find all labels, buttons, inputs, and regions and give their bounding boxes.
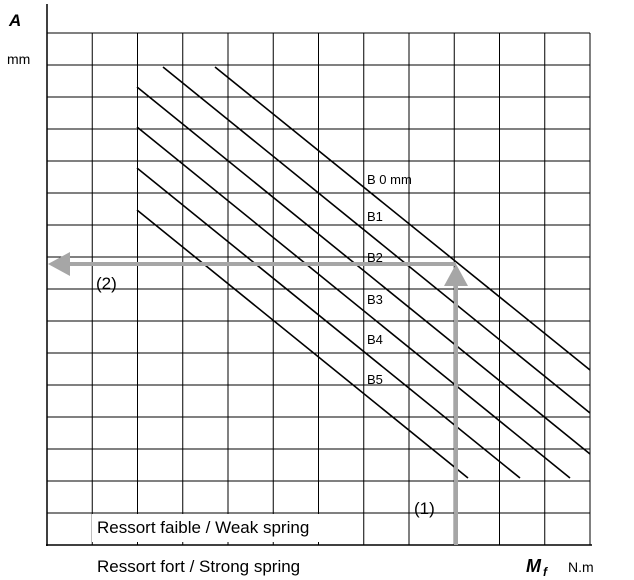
x-symbol: M [526, 556, 542, 576]
arrow-label: (2) [96, 274, 117, 293]
spring-line [214, 66, 591, 371]
arrow-1-head [444, 264, 468, 286]
arrow-2-head [48, 252, 70, 276]
spring-line [136, 209, 469, 479]
line-label: B 0 mm [367, 172, 412, 187]
strong-spring: Ressort fort / Strong spring [97, 557, 300, 576]
x-unit: N.m [568, 559, 594, 575]
line-label: B4 [367, 332, 383, 347]
spring-line [136, 126, 571, 479]
line-label: B1 [367, 209, 383, 224]
weak-spring: Ressort faible / Weak spring [97, 518, 309, 537]
spring-line [136, 167, 521, 479]
line-label: B5 [367, 372, 383, 387]
line-label: B2 [367, 250, 383, 265]
y-unit: mm [7, 51, 30, 67]
y-symbol: A [8, 11, 21, 30]
spring-line [162, 66, 591, 414]
x-subscript: f [543, 565, 548, 579]
line-label: B3 [367, 292, 383, 307]
arrow-label: (1) [414, 499, 435, 518]
spring-line [136, 86, 591, 455]
label-background [92, 514, 362, 542]
